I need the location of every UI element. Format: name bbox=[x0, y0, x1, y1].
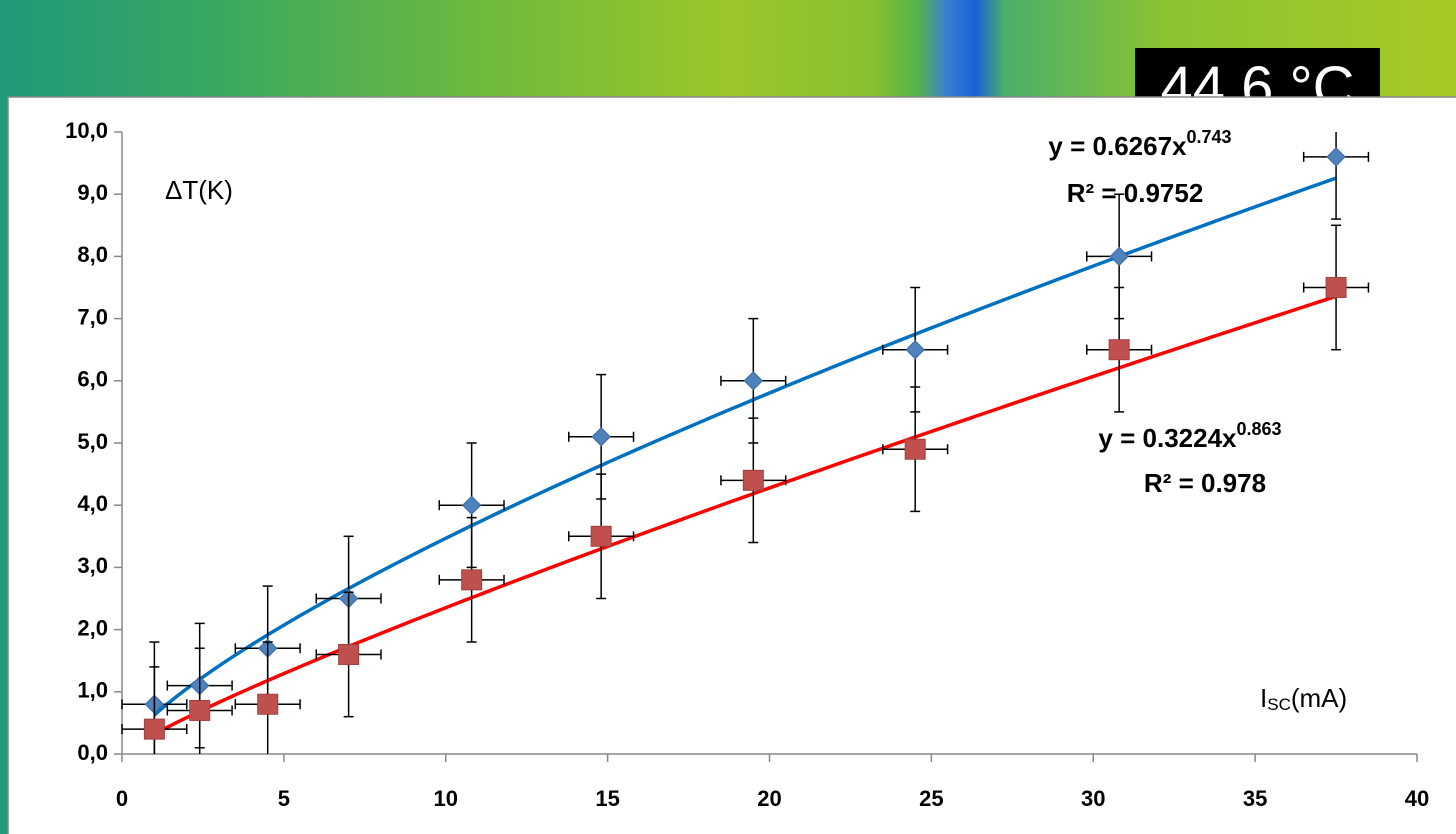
x-label-unit: (mA) bbox=[1291, 683, 1347, 713]
marker-diamond bbox=[591, 427, 611, 447]
y-tick-label: 4,0 bbox=[77, 491, 108, 516]
x-tick-label: 20 bbox=[757, 786, 781, 811]
marker-square bbox=[590, 525, 612, 547]
x-tick-label: 35 bbox=[1243, 786, 1267, 811]
marker-square bbox=[257, 693, 279, 715]
x-label-sub: SC bbox=[1267, 695, 1291, 714]
trendline bbox=[153, 176, 1337, 717]
marker-diamond bbox=[461, 495, 482, 515]
y-tick-label: 10,0 bbox=[65, 118, 108, 143]
marker-square bbox=[189, 699, 211, 721]
chart-area bbox=[7, 96, 1456, 834]
marker-square bbox=[1325, 277, 1347, 298]
equation-variable: x bbox=[1222, 423, 1237, 453]
trendline-equation: y = 0.6267x0.743 bbox=[1048, 127, 1231, 161]
y-axis-label: ΔT(K) bbox=[165, 175, 233, 205]
y-tick-label: 3,0 bbox=[77, 553, 108, 578]
trendline-r2: R² = 0.978 bbox=[1144, 468, 1266, 498]
marker-diamond bbox=[743, 371, 764, 391]
y-tick-label: 1,0 bbox=[77, 678, 108, 703]
x-tick-label: 30 bbox=[1081, 786, 1105, 811]
marker-diamond bbox=[1326, 147, 1346, 167]
x-axis-label: ISC(mA) bbox=[1260, 683, 1347, 715]
y-tick-label: 7,0 bbox=[77, 304, 108, 329]
r2-value: 0.9752 bbox=[1124, 178, 1204, 208]
x-tick-label: 40 bbox=[1405, 786, 1429, 811]
trendline-equation: y = 0.3224x0.863 bbox=[1098, 419, 1281, 453]
trendline-r2: R² = 0.9752 bbox=[1067, 178, 1204, 208]
equation-coefficient: 0.3224 bbox=[1143, 423, 1223, 453]
equation-exponent: 0.863 bbox=[1237, 419, 1282, 439]
marker-square bbox=[904, 438, 926, 460]
r2-value: 0.978 bbox=[1201, 468, 1266, 498]
y-tick-label: 0,0 bbox=[77, 740, 108, 765]
y-tick-label: 8,0 bbox=[77, 242, 108, 267]
equation-prefix: y = bbox=[1098, 423, 1142, 453]
marker-diamond bbox=[1109, 246, 1129, 267]
x-tick-label: 5 bbox=[278, 786, 290, 811]
y-tick-label: 9,0 bbox=[77, 180, 108, 205]
x-label-main: I bbox=[1260, 683, 1267, 713]
x-tick-label: 0 bbox=[116, 786, 128, 811]
marker-square bbox=[143, 718, 165, 740]
r2-prefix: R² = bbox=[1067, 178, 1124, 208]
equation-prefix: y = bbox=[1048, 131, 1092, 161]
marker-diamond bbox=[905, 339, 925, 360]
equation-exponent: 0.743 bbox=[1187, 127, 1232, 147]
marker-square bbox=[1108, 339, 1130, 361]
x-tick-label: 25 bbox=[919, 786, 943, 811]
r2-prefix: R² = bbox=[1144, 468, 1201, 498]
marker-square bbox=[461, 569, 483, 591]
y-tick-label: 2,0 bbox=[77, 615, 108, 640]
y-tick-label: 5,0 bbox=[77, 429, 108, 454]
marker-square bbox=[338, 643, 360, 665]
y-tick-label: 6,0 bbox=[77, 367, 108, 392]
marker-square bbox=[742, 469, 764, 491]
equation-variable: x bbox=[1172, 131, 1187, 161]
equation-coefficient: 0.6267 bbox=[1093, 131, 1173, 161]
plot bbox=[121, 132, 1370, 754]
x-tick-label: 10 bbox=[434, 786, 458, 811]
x-tick-label: 15 bbox=[595, 786, 619, 811]
